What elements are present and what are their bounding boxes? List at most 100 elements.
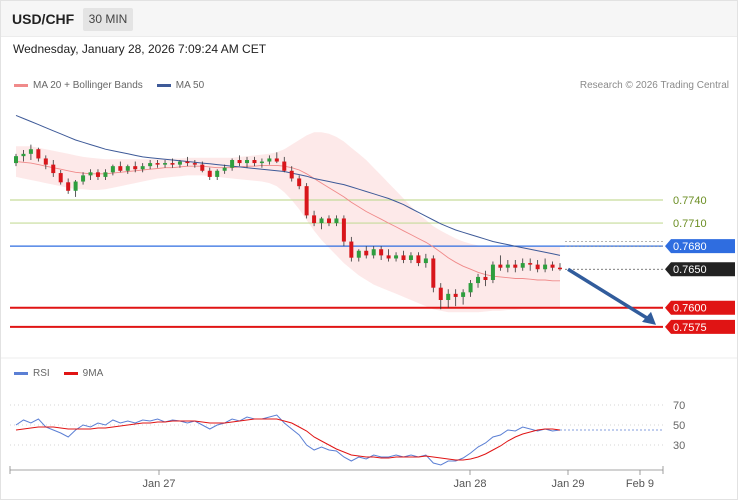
candle-body [423,258,428,264]
candle-body [498,264,503,268]
candle-body [155,163,160,165]
candle-body [371,249,376,256]
candle-body [401,255,406,260]
legend-rsi-label: RSI [33,368,50,379]
candle-body [312,215,317,224]
candle-body [245,160,250,164]
legend-ma20: MA 20 + Bollinger Bands [14,80,143,91]
candle-body [43,158,48,165]
projection-arrow-head [642,311,656,325]
rsi-series-RSI [15,414,561,466]
candle-body [505,264,510,268]
candle-body [386,255,391,259]
candle-body [304,186,309,216]
rsi-series-9MA [15,418,561,461]
rsi-tick-70: 70 [673,400,685,412]
candle-body [326,218,331,224]
candle-body [222,167,227,171]
candle-body [21,153,26,157]
candle-body [252,160,257,164]
candle-body [319,218,324,224]
candle-body [207,170,212,177]
level-label-0.7740: 0.7740 [673,195,707,207]
candle-body [297,178,302,187]
candle-body [81,175,86,182]
legend-ma50: MA 50 [156,80,205,91]
copyright-label: Research © 2026 Trading Central [579,80,729,91]
candle-body [177,161,182,165]
candle-body [170,163,175,165]
ma9-swatch-icon [63,372,78,375]
candle-body [185,161,190,164]
symbol-label: USD/CHF [12,11,75,27]
level-tag-0.7600 [665,300,735,315]
candle-body [535,264,540,270]
candle-body [341,218,346,242]
candle-body [394,255,399,259]
candle-body [408,255,413,260]
candle-body [446,293,451,300]
legend-rsi: RSI [14,368,50,379]
x-tick-label: Feb 9 [626,478,654,490]
ma50-line [15,114,561,256]
candle-body [528,263,533,265]
top-bar: USD/CHF 30 MIN [1,1,737,36]
candle-body [140,166,145,170]
candle-body [200,164,205,171]
candle-body [490,264,495,280]
legend-9ma-label: 9MA [82,368,104,379]
candle-body [558,267,562,270]
level-label-0.7600: 0.7600 [673,303,707,315]
legend-ma20-label: MA 20 + Bollinger Bands [33,80,143,91]
candle-body [453,293,458,297]
x-tick-label: Jan 27 [142,478,175,490]
candle-body [543,264,548,270]
candle-body [163,163,168,165]
level-tag-0.7575 [665,319,735,334]
candle-body [95,172,100,177]
candle-body [148,163,153,167]
candle-body [215,170,220,177]
candle-body [73,181,78,191]
candle-body [125,166,130,171]
candle-body [431,258,436,288]
candle-body [416,255,421,264]
candle-body [66,182,71,191]
candle-body [118,166,123,171]
rsi-tick-30: 30 [673,440,685,452]
candle-body [133,166,138,170]
rsi-tick-50: 50 [673,420,685,432]
level-tag-0.7650 [665,262,735,277]
x-tick-label: Jan 29 [551,478,584,490]
rsi-legend: RSI 9MA [14,368,117,379]
candle-body [103,172,108,177]
candle-body [88,172,93,176]
bollinger-band [16,132,560,313]
candle-body [237,160,242,164]
candle-body [259,161,264,164]
candle-body [379,249,384,256]
candle-body [513,264,518,268]
candle-body [230,160,235,168]
level-label-0.7710: 0.7710 [673,218,707,230]
datetime-label: Wednesday, January 28, 2026 7:09:24 AM C… [13,42,267,56]
projection-arrow-shaft [567,267,651,322]
level-label-0.7680: 0.7680 [673,241,707,253]
candle-body [282,161,287,171]
candle-body [483,276,488,280]
header-divider [1,36,737,37]
candle-body [334,218,339,224]
candle-body [468,283,473,293]
timeframe-button[interactable]: 30 MIN [83,8,133,31]
candle-body [356,250,361,258]
candle-body [438,287,443,300]
x-tick-label: Jan 28 [453,478,486,490]
candle-body [28,149,33,154]
candle-body [192,163,197,165]
legend-ma50-label: MA 50 [175,80,205,91]
candle-body [14,156,18,164]
candle-body [364,250,369,256]
ma50-swatch-icon [156,84,171,87]
candle-body [51,164,56,174]
candle-body [289,170,294,179]
